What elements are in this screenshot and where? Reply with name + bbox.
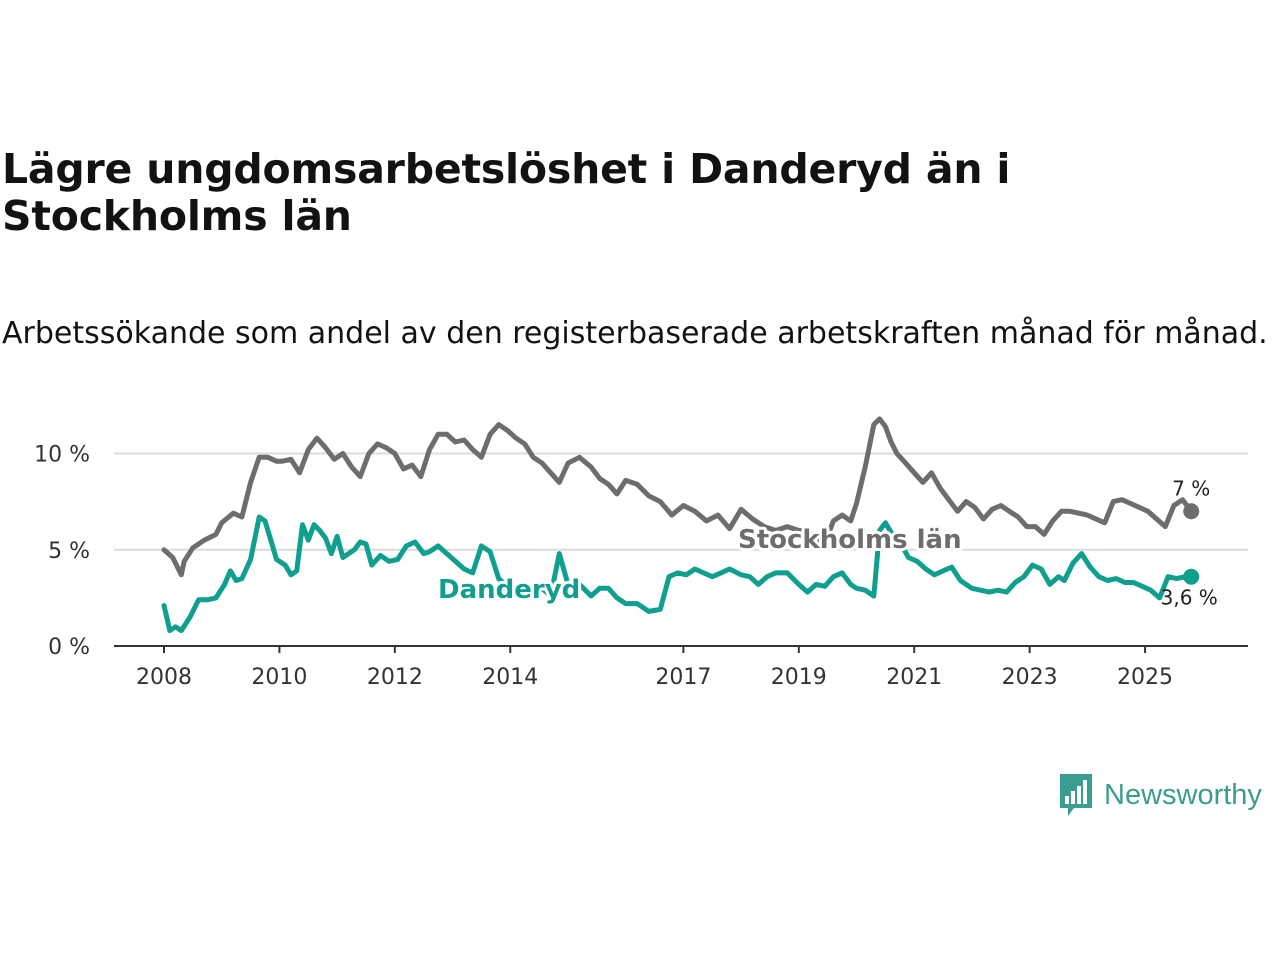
x-tick-label: 2012: [367, 665, 423, 690]
chart-title: Lägre ungdomsarbetslöshet i Danderyd än …: [2, 145, 1011, 240]
gridlines: [114, 452, 1248, 551]
x-tick-label: 2017: [655, 665, 711, 690]
series-line-danderyd: [161, 514, 1194, 634]
y-tick-label: 5 %: [48, 539, 90, 564]
y-axis-ticks: 0 % 5 % 10 %: [34, 443, 90, 661]
y-tick-label: 0 %: [48, 635, 90, 660]
end-marker-stockholm: [1183, 503, 1200, 520]
series-lines: [161, 416, 1194, 634]
x-tick-label: 2014: [482, 665, 538, 690]
chart-subtitle: Arbetssökande som andel av den registerb…: [2, 316, 1268, 351]
end-value-label-danderyd: 3,6 %: [1161, 586, 1218, 610]
end-value-label-stockholm: 7 %: [1172, 476, 1210, 500]
x-tick-label: 2010: [251, 665, 307, 690]
x-axis-ticks: 2008 2010 2012 2014 2017 2019 2021 2023 2025: [136, 646, 1173, 690]
x-tick-label: 2025: [1117, 665, 1173, 690]
x-tick-label: 2021: [886, 665, 942, 690]
series-line-stockholm: [161, 416, 1194, 578]
series-label-danderyd: Danderyd: [438, 575, 580, 605]
y-tick-label: 10 %: [34, 443, 90, 468]
x-tick-label: 2019: [771, 665, 827, 690]
end-markers: 7 % 3,6 %: [1161, 476, 1218, 609]
end-marker-danderyd: [1183, 568, 1200, 585]
newsworthy-logo: Newsworthy: [1058, 772, 1262, 818]
series-labels: Stockholms län Danderyd: [435, 522, 965, 608]
bar-chart-speech-bubble-icon: [1060, 774, 1092, 816]
x-tick-label: 2023: [1002, 665, 1058, 690]
x-tick-label: 2008: [136, 665, 192, 690]
series-label-stockholm: Stockholms län: [738, 525, 962, 555]
brand-name: Newsworthy: [1104, 778, 1262, 811]
